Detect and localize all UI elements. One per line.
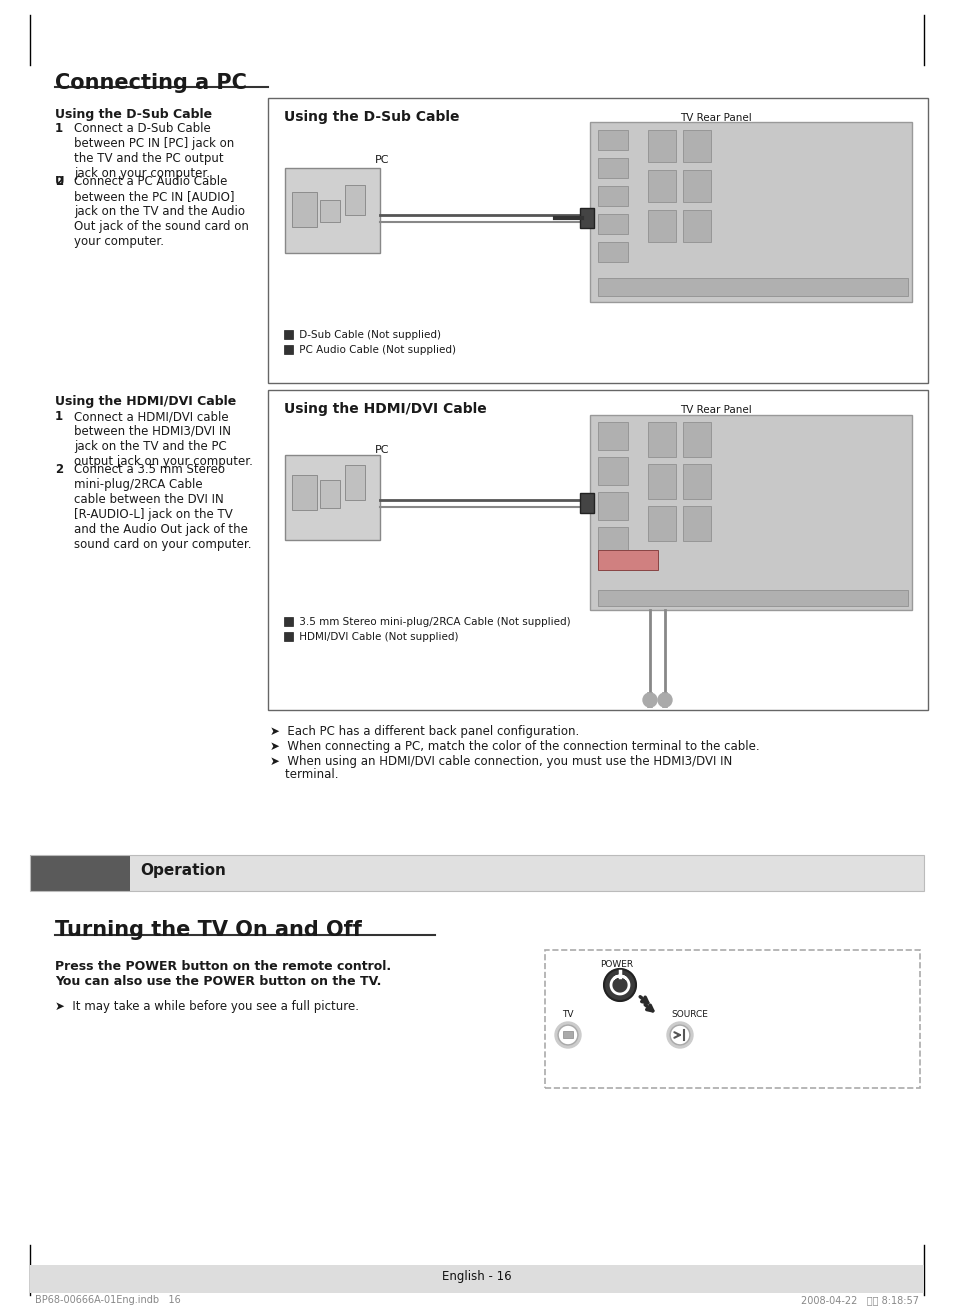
Bar — [598, 159, 627, 178]
Bar — [30, 1265, 923, 1293]
Bar — [647, 130, 676, 162]
Bar — [598, 457, 627, 485]
Bar — [544, 950, 919, 1089]
Bar — [598, 130, 627, 151]
Bar — [647, 422, 676, 457]
Text: SOURCE: SOURCE — [670, 1010, 707, 1019]
Text: PC: PC — [375, 155, 389, 165]
Text: ➤  It may take a while before you see a full picture.: ➤ It may take a while before you see a f… — [55, 1000, 358, 1013]
Text: PC: PC — [375, 445, 389, 455]
Bar — [319, 200, 339, 221]
Bar — [284, 345, 293, 354]
Text: Using the HDMI/DVI Cable: Using the HDMI/DVI Cable — [284, 402, 486, 417]
Text: 1: 1 — [295, 330, 302, 339]
Text: 3.5 mm Stereo mini-plug/2RCA Cable (Not supplied): 3.5 mm Stereo mini-plug/2RCA Cable (Not … — [295, 617, 570, 627]
Text: TV: TV — [561, 1010, 573, 1019]
Bar — [647, 464, 676, 499]
Text: Operation: Operation — [140, 863, 226, 878]
Bar — [598, 422, 627, 451]
Text: terminal.: terminal. — [270, 768, 338, 781]
Bar — [589, 122, 911, 303]
Circle shape — [603, 969, 636, 1001]
Text: 2: 2 — [55, 462, 63, 476]
Text: 2008-04-22   오후 8:18:57: 2008-04-22 오후 8:18:57 — [801, 1296, 918, 1305]
Circle shape — [669, 1024, 689, 1045]
Text: TV Rear Panel: TV Rear Panel — [679, 405, 751, 415]
Text: English - 16: English - 16 — [442, 1269, 511, 1282]
Text: 1: 1 — [55, 410, 63, 423]
Text: HDMI/DVI Cable (Not supplied): HDMI/DVI Cable (Not supplied) — [295, 631, 458, 642]
Circle shape — [658, 693, 671, 707]
Bar — [268, 98, 927, 383]
Text: PC Audio Cable (Not supplied): PC Audio Cable (Not supplied) — [295, 345, 456, 355]
Bar — [285, 168, 379, 253]
Text: ➤  When using an HDMI/DVI cable connection, you must use the HDMI3/DVI IN: ➤ When using an HDMI/DVI cable connectio… — [270, 755, 732, 768]
Bar — [598, 242, 627, 262]
Bar — [292, 476, 316, 510]
Bar — [285, 455, 379, 540]
Bar — [30, 855, 923, 891]
Text: U: U — [55, 176, 65, 189]
Bar — [598, 527, 627, 555]
Bar — [30, 855, 923, 891]
Text: 2: 2 — [295, 617, 302, 626]
Text: Using the HDMI/DVI Cable: Using the HDMI/DVI Cable — [55, 396, 236, 407]
Text: TV Rear Panel: TV Rear Panel — [679, 113, 751, 123]
Text: Using the D-Sub Cable: Using the D-Sub Cable — [284, 110, 459, 124]
Bar — [647, 170, 676, 202]
Text: You can also use the POWER button on the TV.: You can also use the POWER button on the… — [55, 975, 381, 988]
Text: Connect a 3.5 mm Stereo
mini-plug/2RCA Cable
cable between the DVI IN
[R-AUDIO-L: Connect a 3.5 mm Stereo mini-plug/2RCA C… — [74, 462, 252, 552]
Bar — [345, 465, 365, 500]
Bar — [284, 631, 293, 641]
Text: Turning the TV On and Off: Turning the TV On and Off — [55, 920, 361, 941]
Circle shape — [642, 693, 657, 707]
Text: BP68-00666A-01Eng.indb   16: BP68-00666A-01Eng.indb 16 — [35, 1296, 180, 1305]
Text: 2: 2 — [295, 345, 302, 354]
Bar — [598, 278, 907, 296]
Bar — [345, 185, 365, 215]
Text: Connecting a PC: Connecting a PC — [55, 73, 247, 93]
Bar — [589, 415, 911, 610]
Text: Press the POWER button on the remote control.: Press the POWER button on the remote con… — [55, 960, 391, 973]
Bar — [647, 210, 676, 242]
Bar — [682, 506, 710, 541]
Text: POWER: POWER — [599, 960, 633, 969]
Text: 1: 1 — [295, 631, 302, 641]
Bar — [562, 1031, 573, 1038]
Bar — [682, 170, 710, 202]
Text: Connect a HDMI/DVI cable
between the HDMI3/DVI IN
jack on the TV and the PC
outp: Connect a HDMI/DVI cable between the HDM… — [74, 410, 253, 468]
Text: D-Sub Cable (Not supplied): D-Sub Cable (Not supplied) — [295, 330, 440, 341]
Bar — [284, 330, 293, 339]
Circle shape — [558, 1024, 578, 1045]
Bar — [30, 855, 130, 891]
Bar — [598, 214, 627, 234]
Text: Connect a D-Sub Cable
between PC IN [PC] jack on
the TV and the PC output
jack o: Connect a D-Sub Cable between PC IN [PC]… — [74, 122, 234, 179]
Bar — [682, 210, 710, 242]
Text: 2: 2 — [55, 176, 63, 189]
Bar — [268, 390, 927, 710]
Text: ➤  When connecting a PC, match the color of the connection terminal to the cable: ➤ When connecting a PC, match the color … — [270, 740, 759, 753]
Bar — [598, 550, 658, 570]
Bar — [319, 479, 339, 508]
Bar — [598, 186, 627, 206]
Text: ➤  Each PC has a different back panel configuration.: ➤ Each PC has a different back panel con… — [270, 724, 578, 738]
Bar — [682, 422, 710, 457]
Bar — [284, 617, 293, 626]
Bar — [292, 193, 316, 227]
Bar — [598, 590, 907, 607]
Text: 1: 1 — [55, 122, 63, 135]
Bar — [598, 493, 627, 520]
Bar — [647, 506, 676, 541]
Bar — [579, 493, 594, 514]
Bar — [579, 208, 594, 228]
Circle shape — [555, 1022, 580, 1048]
Text: Connect a PC Audio Cable
between the PC IN [AUDIO]
jack on the TV and the Audio
: Connect a PC Audio Cable between the PC … — [74, 176, 249, 248]
Bar — [682, 130, 710, 162]
Circle shape — [666, 1022, 692, 1048]
Text: Using the D-Sub Cable: Using the D-Sub Cable — [55, 107, 212, 121]
Bar — [682, 464, 710, 499]
